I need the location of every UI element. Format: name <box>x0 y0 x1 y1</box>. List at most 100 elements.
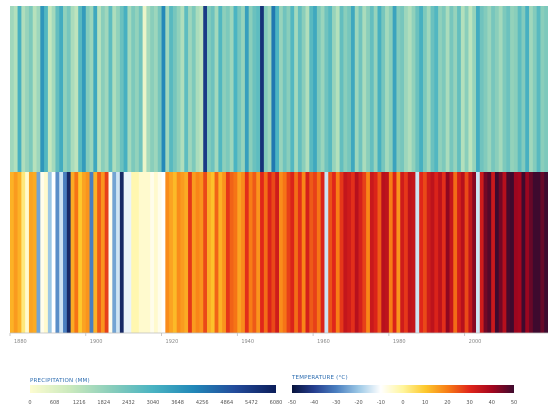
precipitation-stripe <box>267 6 272 172</box>
precipitation-stripe <box>116 6 121 172</box>
temperature-stripe <box>441 172 447 333</box>
precipitation-stripe <box>309 6 314 172</box>
temperature-stripe <box>324 172 329 333</box>
precipitation-stripe <box>70 6 75 172</box>
temperature-stripe <box>354 172 359 333</box>
precipitation-stripe <box>453 6 458 172</box>
precipitation-stripe <box>138 6 144 172</box>
temperature-stripe <box>494 172 500 333</box>
precipitation-stripe <box>248 6 253 172</box>
precipitation-stripe <box>358 6 363 172</box>
precipitation-stripe <box>157 6 162 172</box>
temperature-legend: TEMPERATURE (°C) -50 -40 -30 -20 -10 0 10 20 30 4… <box>288 372 518 414</box>
temperature-stripe <box>127 172 132 333</box>
temperature-stripe <box>544 172 548 333</box>
temperature-stripe <box>165 172 170 333</box>
temperature-stripe <box>388 172 394 333</box>
temperature-stripe <box>275 172 280 333</box>
precipitation-stripe <box>286 6 291 172</box>
precipitation-stripe <box>445 6 450 172</box>
temperature-stripe <box>93 172 98 333</box>
temperature-stripe <box>415 172 420 333</box>
temperature-stripe <box>10 172 15 333</box>
temperature-stripe <box>332 172 337 333</box>
temperature-stripe <box>457 172 462 333</box>
temperature-stripe <box>536 172 541 333</box>
precipitation-stripe <box>494 6 500 172</box>
precipitation-stripe <box>396 6 401 172</box>
precipitation-stripe <box>373 6 378 172</box>
temperature-stripe <box>47 172 53 333</box>
precipitation-stripe <box>525 6 530 172</box>
precipitation-stripe <box>85 6 90 172</box>
precipitation-stripe <box>316 6 322 172</box>
temperature-stripe <box>297 172 303 333</box>
precipitation-stripe <box>434 6 439 172</box>
precipitation-stripe <box>377 6 382 172</box>
precipitation-stripe <box>350 6 356 172</box>
precipitation-stripe <box>529 6 534 172</box>
precipitation-stripe <box>32 6 37 172</box>
temperature-stripe <box>233 172 238 333</box>
legend-tick-label: 40 <box>488 400 495 406</box>
temperature-stripe <box>267 172 272 333</box>
temperature-stripe <box>36 172 41 333</box>
temperature-stripe <box>419 172 424 333</box>
precipitation-stripe <box>290 6 295 172</box>
temperature-stripe <box>506 172 511 333</box>
temperature-stripe <box>517 172 522 333</box>
precipitation-stripe <box>294 6 299 172</box>
precipitation-stripe <box>339 6 344 172</box>
temperature-stripe <box>373 172 378 333</box>
temperature-stripe <box>252 172 257 333</box>
temperature-stripe <box>81 172 87 333</box>
legend-tick-label: 30 <box>466 400 473 406</box>
temperature-stripe <box>510 172 515 333</box>
precipitation-stripe <box>44 6 49 172</box>
precipitation-stripe <box>191 6 197 172</box>
temperature-stripe <box>222 172 227 333</box>
precipitation-stripe <box>532 6 538 172</box>
precipitation-stripe <box>335 6 341 172</box>
legend-tick-label: 5472 <box>245 400 258 406</box>
temperature-stripe <box>108 172 113 333</box>
temperature-stripe <box>513 172 519 333</box>
legend-tick-label: -20 <box>354 400 363 406</box>
precipitation-stripe <box>301 6 306 172</box>
precipitation-stripe <box>506 6 511 172</box>
temperature-stripe <box>305 172 310 333</box>
temperature-stripe <box>112 172 117 333</box>
precipitation-stripe <box>260 6 265 172</box>
precipitation-stripe <box>354 6 359 172</box>
legend-tick-label: 50 <box>510 400 518 406</box>
temperature-stripe <box>453 172 458 333</box>
precipitation-stripe <box>36 6 41 172</box>
precipitation-stripe <box>476 6 481 172</box>
temperature-stripe <box>479 172 484 333</box>
temperature-stripe <box>191 172 197 333</box>
precipitation-stripe <box>180 6 185 172</box>
precipitation-stripe <box>472 6 477 172</box>
temperature-stripe <box>214 172 219 333</box>
legend-tick-label: 0 <box>401 400 405 406</box>
temperature-stripe <box>328 172 333 333</box>
precipitation-stripe <box>404 6 409 172</box>
precipitation-legend-title: PRECIPITATION (MM) <box>30 378 90 384</box>
temperature-stripe <box>161 172 166 333</box>
temperature-stripe <box>400 172 405 333</box>
temperature-stripe <box>55 172 60 333</box>
legend-tick-label: 3040 <box>146 400 160 406</box>
temperature-stripe <box>248 172 253 333</box>
temperature-stripe <box>290 172 295 333</box>
temperature-stripe <box>210 172 215 333</box>
legend-tick-label: -40 <box>310 400 319 406</box>
temperature-stripe <box>169 172 174 333</box>
temperature-stripe <box>316 172 322 333</box>
precipitation-stripe <box>225 6 231 172</box>
precipitation-stripe <box>430 6 435 172</box>
temperature-stripe <box>74 172 79 333</box>
precipitation-stripe <box>347 6 352 172</box>
precipitation-stripe <box>282 6 287 172</box>
precipitation-stripe <box>362 6 367 172</box>
temperature-stripe <box>521 172 526 333</box>
